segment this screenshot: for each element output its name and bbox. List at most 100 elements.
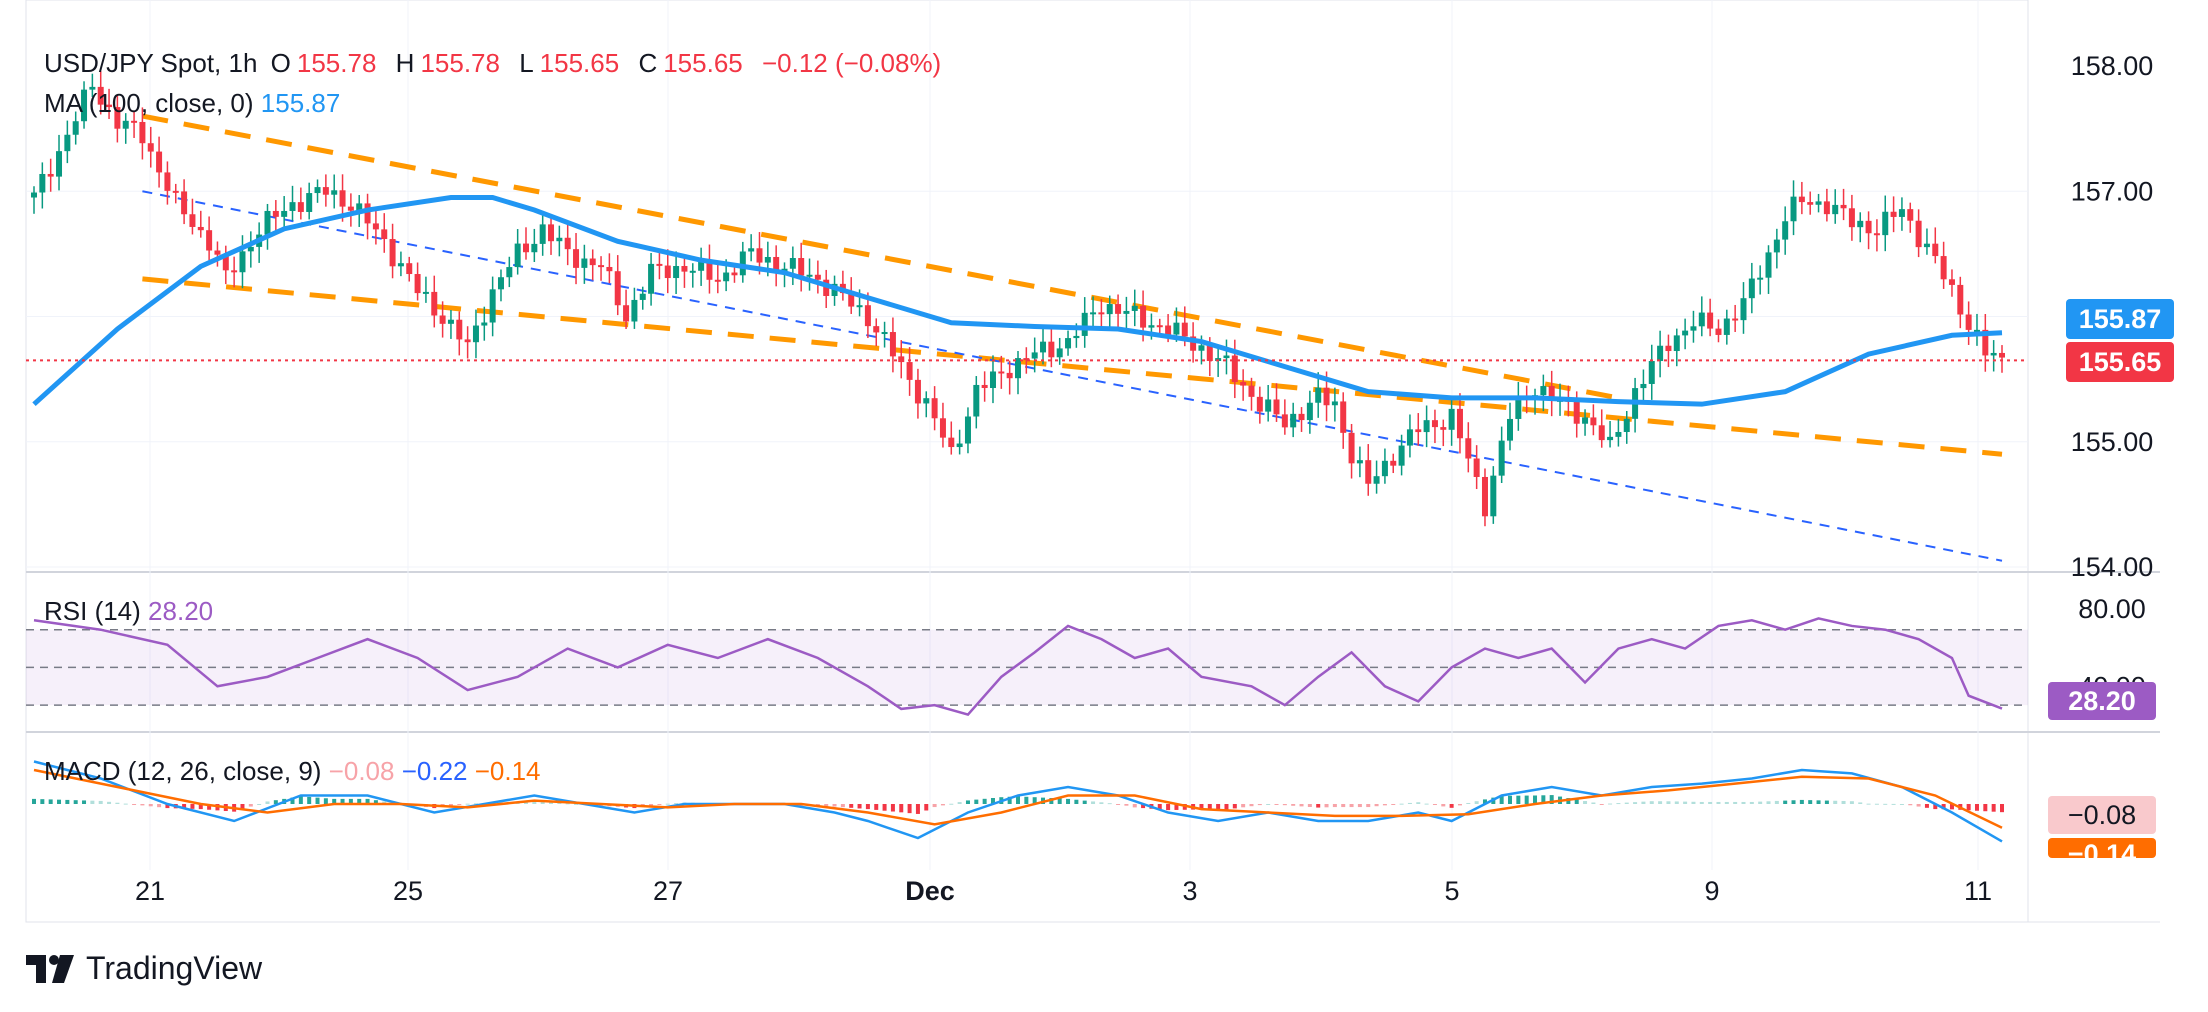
macd-signal-legend-value: −0.14 — [474, 756, 541, 786]
change-value: −0.12 (−0.08%) — [761, 48, 942, 78]
candle-body — [1223, 355, 1230, 359]
macd-histogram-bar — [882, 804, 887, 811]
macd-histogram-bar — [1699, 801, 1704, 804]
candle-body — [1265, 399, 1272, 412]
candle-body — [764, 256, 771, 263]
macd-histogram-bar — [457, 804, 462, 805]
macd-histogram-bar — [982, 798, 987, 804]
candle-body — [1173, 322, 1180, 335]
macd-histogram-bar — [1616, 803, 1621, 805]
candle-body — [1465, 438, 1472, 459]
macd-histogram-bar — [874, 804, 879, 810]
macd-histogram-bar — [1282, 804, 1287, 806]
candle-body — [1306, 402, 1313, 421]
macd-histogram-bar — [57, 799, 62, 804]
macd-histogram-bar — [1849, 801, 1854, 804]
time-axis-tick-label: 27 — [653, 876, 683, 906]
candle-body — [1590, 417, 1597, 426]
candles-group — [31, 70, 2005, 527]
close-value: 155.65 — [663, 48, 743, 78]
macd-histogram-bar — [1274, 804, 1279, 805]
macd-histogram-bar — [1533, 795, 1538, 804]
candle-body — [948, 437, 955, 448]
macd-histogram-bar — [190, 804, 195, 809]
candle-body — [231, 270, 238, 273]
candle-body — [97, 86, 104, 105]
candle-body — [1315, 387, 1322, 403]
candle-body — [122, 120, 129, 129]
macd-histogram-bar — [82, 800, 87, 804]
candle-body — [1015, 358, 1021, 379]
candle-body — [981, 384, 988, 389]
macd-histogram-bar — [248, 804, 253, 807]
candle-body — [1031, 352, 1038, 359]
candle-body — [1181, 322, 1188, 337]
candle-body — [447, 319, 454, 324]
macd-histogram-bar — [857, 804, 862, 809]
candle-body — [1040, 341, 1047, 353]
candle-body — [481, 322, 488, 326]
candle-body — [164, 172, 171, 191]
candle-body — [1290, 413, 1297, 428]
candle-body — [1765, 252, 1772, 278]
open-value: 155.78 — [296, 48, 377, 78]
macd-hist-badge: −0.08 — [2048, 796, 2156, 834]
macd-line-legend-value: −0.22 — [401, 756, 468, 786]
macd-histogram-bar — [107, 801, 112, 804]
candle-body — [1673, 335, 1680, 352]
candle-body — [1373, 476, 1380, 484]
candle-body — [489, 289, 496, 323]
candle-body — [1048, 341, 1055, 358]
candle-body — [1090, 312, 1097, 315]
macd-histogram-bar — [1382, 804, 1387, 806]
macd-histogram-bar — [165, 804, 170, 809]
candle-body — [272, 210, 279, 217]
macd-histogram-bar — [1749, 801, 1754, 804]
tradingview-brand[interactable]: TradingView — [26, 950, 262, 987]
macd-histogram-bar — [157, 804, 162, 808]
macd-histogram-bar — [1816, 800, 1821, 804]
macd-signal-line — [33, 768, 2003, 829]
candle-body — [397, 263, 404, 267]
macd-histogram-bar — [90, 800, 95, 804]
macd-histogram-bar — [1157, 804, 1162, 810]
candle-body — [247, 246, 254, 252]
candle-body — [147, 143, 154, 152]
macd-histogram-bar — [1324, 804, 1329, 808]
macd-histogram-bar — [2000, 804, 2004, 813]
time-axis-tick-label: 11 — [1964, 876, 1992, 906]
macd-histogram-bar — [1833, 800, 1838, 804]
candle-body — [347, 206, 354, 211]
candle-body — [548, 224, 555, 242]
macd-histogram-bar — [257, 804, 262, 805]
candle-body — [1023, 358, 1030, 361]
macd-histogram-bar — [1232, 804, 1237, 809]
time-axis-tick-label: 25 — [393, 876, 423, 906]
candle-body — [1773, 239, 1780, 253]
candle-body — [472, 325, 479, 343]
macd-histogram-bar — [148, 804, 153, 807]
ma-legend[interactable]: MA (100, close, 0) 155.87 — [44, 88, 340, 119]
candle-body — [1965, 314, 1972, 330]
candle-body — [1907, 209, 1914, 221]
candle-body — [1898, 209, 1905, 217]
candle-body — [1548, 386, 1555, 400]
macd-histogram-bar — [574, 803, 579, 805]
macd-histogram-bar — [1574, 799, 1579, 804]
candle-body — [1540, 386, 1547, 396]
macd-histogram-bar — [907, 804, 912, 814]
candle-body — [823, 279, 830, 296]
candle-body — [1915, 220, 1922, 248]
candle-body — [222, 254, 229, 271]
candle-body — [1623, 418, 1630, 432]
macd-legend[interactable]: MACD (12, 26, close, 9) −0.08 −0.22 −0.1… — [44, 756, 541, 787]
candle-body — [1740, 298, 1747, 321]
candle-body — [131, 120, 138, 123]
candle-body — [1448, 408, 1455, 430]
candle-body — [314, 187, 321, 194]
candle-body — [139, 121, 146, 144]
rsi-legend[interactable]: RSI (14) 28.20 — [44, 596, 213, 627]
macd-histogram-bar — [1416, 802, 1421, 804]
symbol-label[interactable]: USD/JPY Spot, 1h — [44, 48, 258, 78]
